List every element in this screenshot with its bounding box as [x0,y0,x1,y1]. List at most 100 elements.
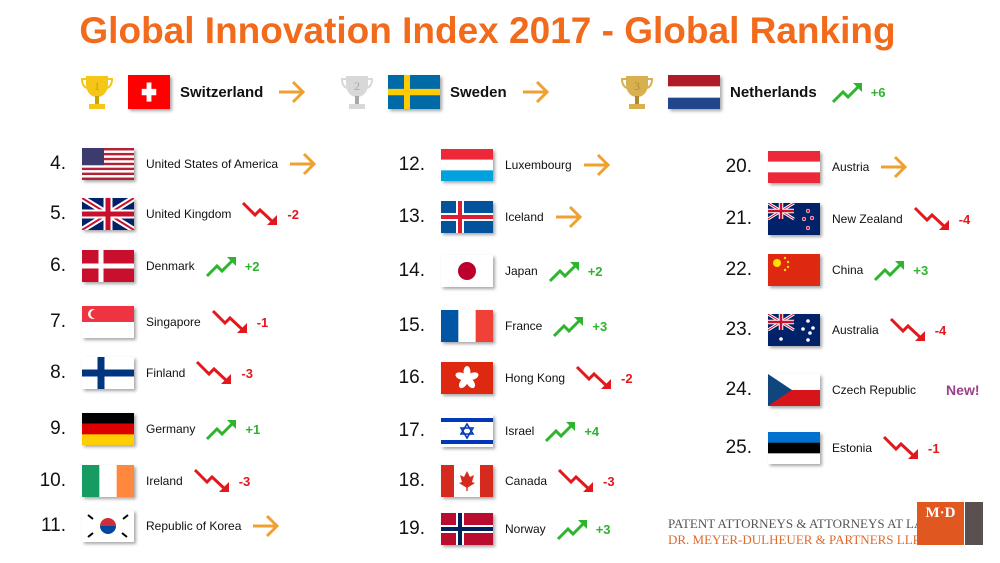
ranking-row: 24. Czech Republic New! [696,373,980,407]
country-name: Luxembourg [505,158,572,172]
ranking-row: 5. United Kingdom -2 [10,197,299,231]
svg-text:2: 2 [354,79,360,93]
rank-change: -2 [287,206,299,222]
ranking-row: 22. China +3 [696,253,928,287]
ranking-row: 25. Estonia -1 [696,431,940,465]
rank-number: 16. [398,367,425,388]
top-rank-2: 2 Sweden [340,70,551,114]
country-name: Sweden [450,83,507,101]
logo-bar [965,502,983,545]
country-name: Hong Kong [505,371,566,385]
country-name: Austria [832,160,870,174]
rank-number: 19. [398,518,425,539]
rank-change: +6 [870,84,886,100]
ranking-row: 13. Iceland [369,200,584,234]
country-name: Israel [505,424,535,438]
trend-up-icon [831,83,862,104]
arrow-right-icon [253,514,280,538]
ranking-row: 21. New Zealand -4 [696,202,970,236]
flag-de-icon [82,413,134,445]
ranking-row: 20. Austria [696,150,909,184]
flag-ee-icon [768,432,820,464]
trend-down-icon [882,435,919,459]
rank-change: +2 [244,258,260,274]
ranking-row: 7. Singapore -1 [10,305,268,339]
ranking-row: 17. Israel +4 [369,414,599,448]
rank-number: 22. [725,259,752,280]
flag-at-icon [768,151,820,183]
ranking-row: 18. Canada -3 [369,464,615,498]
trend-down-icon [193,468,229,492]
ranking-row: 14. Japan +2 [369,254,603,288]
flag-ca-icon [441,465,493,497]
country-name: United Kingdom [146,207,232,221]
flag-hk-icon [441,362,493,394]
rank-number: 9. [50,418,66,439]
svg-text:3: 3 [634,79,640,93]
trend-up-icon [545,422,576,443]
trend-down-icon [211,309,247,333]
arrow-right-icon [555,205,582,229]
rank-change: -3 [241,365,253,381]
firm-name: PATENT ATTORNEYS & ATTORNEYS AT LAW DR. … [668,516,935,548]
rank-change: +3 [592,318,608,334]
country-name: Japan [505,264,538,278]
rank-number: 18. [398,470,425,491]
flag-lu-icon [441,149,493,181]
rank-change: -2 [621,370,633,386]
rank-number: 8. [50,362,66,383]
flag-cn-icon [768,254,820,286]
ranking-row: 15. France +3 [369,309,607,343]
ranking-row: 11. Republic of Korea [10,509,281,543]
rank-change: -1 [928,440,940,456]
rank-number: 6. [50,255,66,276]
ranking-row: 19. Norway +3 [369,512,611,546]
rank-change: -4 [958,211,971,227]
flag-dk-icon [82,250,134,282]
flag-gb-icon [82,198,134,230]
bronze-trophy-icon: 3 [620,76,654,109]
flag-se-icon [388,75,440,109]
rank-number: 5. [50,203,66,224]
trend-down-icon [196,360,232,384]
rank-number: 11. [40,515,66,536]
country-name: Canada [505,474,548,488]
country-name: Republic of Korea [146,519,242,533]
country-name: Finland [146,366,186,380]
arrow-right-icon [522,80,549,104]
flag-jp-icon [441,255,493,287]
rank-number: 12. [398,154,425,175]
rank-number: 17. [398,420,425,441]
country-name: New Zealand [832,212,903,226]
ranking-row: 23. Australia -4 [696,313,946,347]
country-name: Denmark [146,259,195,273]
country-name: Australia [832,323,879,337]
rank-number: 24. [725,379,752,400]
trend-down-icon [913,206,949,230]
country-name: Ireland [146,474,183,488]
ranking-row: 16. Hong Kong -2 [369,361,633,395]
firm-logo: M·D [917,502,964,545]
rank-number: 15. [398,315,425,336]
country-name: China [832,263,864,277]
flag-fr-icon [441,310,493,342]
gold-trophy-icon: 1 [80,76,114,109]
country-name: Czech Republic [832,383,917,397]
flag-no-icon [441,513,493,545]
country-name: France [505,319,543,333]
flag-nl-icon [668,75,720,109]
ranking-row: 6. Denmark +2 [10,249,260,283]
ranking-row: 9. Germany +1 [10,412,260,446]
country-name: Germany [146,422,196,436]
svg-text:1: 1 [94,79,100,93]
top-rank-1: 1 Switzerland [80,70,307,114]
flag-sg-icon [82,306,134,338]
rank-change: +3 [913,262,929,278]
flag-is-icon [441,201,493,233]
trend-down-icon [889,317,925,341]
flag-ie-icon [82,465,134,497]
flag-kr-icon [82,510,134,542]
trend-up-icon [205,257,236,278]
arrow-right-icon [583,153,610,177]
arrow-right-icon [290,152,317,176]
